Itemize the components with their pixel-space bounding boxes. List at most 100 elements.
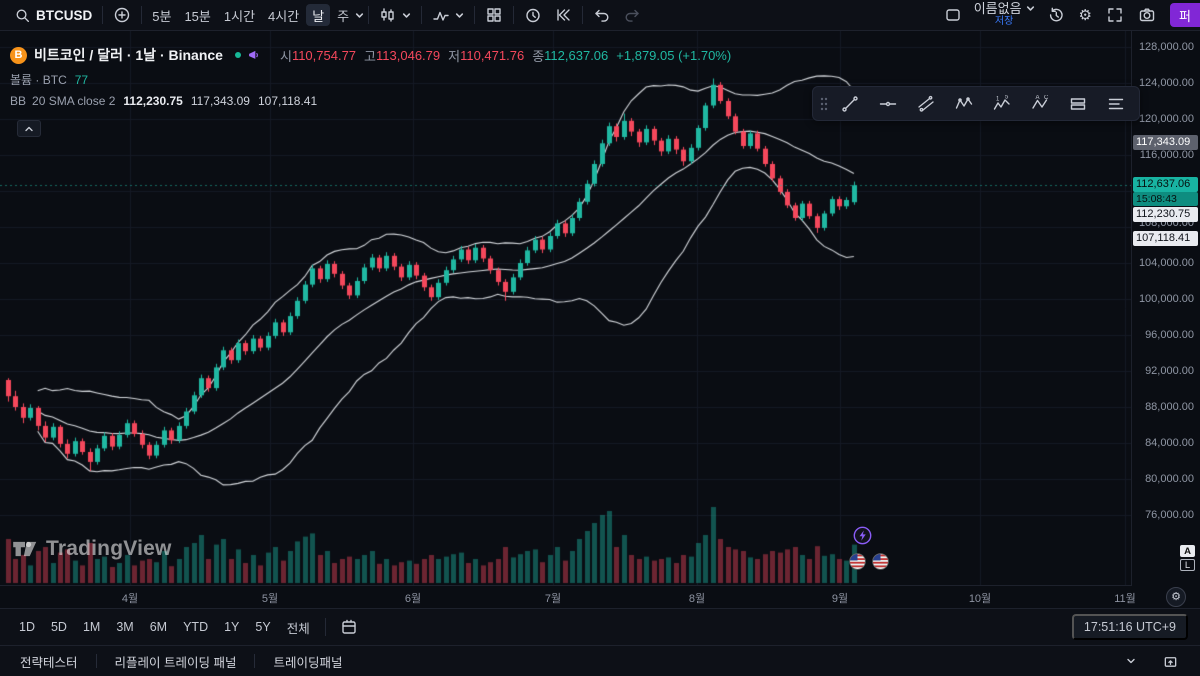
panel-tab[interactable]: 트레이딩패널 [269,650,346,673]
legend-collapse-button[interactable] [17,120,41,137]
long-position-icon[interactable] [1060,90,1096,117]
bb-upper-value: 117,343.09 [190,94,250,108]
low-value: 110,471.76 [460,47,525,63]
settings-button[interactable]: ⚙ [1073,3,1098,27]
alert-button[interactable] [518,3,548,27]
range-button[interactable]: 1Y [217,617,246,637]
range-button[interactable]: 6M [143,617,174,637]
screenshot-button[interactable] [1132,3,1162,27]
range-button[interactable]: YTD [176,617,215,637]
chart-canvas[interactable] [0,31,1132,586]
layout-grid-button[interactable] [479,3,509,27]
interval-button[interactable]: 1시간 [218,4,261,26]
layout-select-button[interactable] [938,3,968,27]
axis-settings-gear-icon[interactable]: ⚙ [1166,587,1186,607]
volume-label: 볼륨 · BTC [10,73,67,87]
megaphone-icon[interactable] [247,48,262,63]
alert-clock-icon [526,8,540,23]
close-value: 112,637.06 [544,47,609,63]
interval-button[interactable]: 날 [306,4,331,26]
chart-style-button[interactable] [373,3,417,27]
range-button[interactable]: 1D [12,617,42,637]
panel-tab[interactable]: 전략테스터 [16,650,82,673]
layout-select-icon [946,9,960,21]
us-flag-event-icon[interactable] [849,553,866,575]
history-clock-icon [1049,7,1063,22]
interval-button[interactable]: 주 [331,4,355,26]
drag-handle[interactable] [818,90,830,117]
interval-button[interactable]: 5분 [146,4,177,26]
countdown-badge: 15:08:43 [1133,192,1198,207]
time-axis-label: 9월 [831,593,849,605]
go-to-date-button[interactable] [334,615,364,639]
price-tick: 76,000.00 [1145,509,1194,521]
range-button[interactable]: 전체 [280,615,317,640]
quick-search-button[interactable] [1041,3,1071,27]
bitcoin-icon: B [10,46,27,64]
trend-line-icon[interactable] [832,90,868,117]
xabcd-pattern-icon[interactable] [946,90,982,117]
maximize-panel-button[interactable] [1157,649,1184,673]
undo-button[interactable] [587,3,617,27]
panel-tab[interactable]: 리플레이 트레이딩 패널 [111,650,241,673]
add-symbol-button[interactable] [107,3,137,27]
layout-name-block[interactable]: 이름없음 저장 [970,2,1039,28]
horizontal-line-icon[interactable] [870,90,906,117]
price-tick: 128,000.00 [1138,41,1194,53]
tabs-right-group [1119,649,1184,673]
high-value: 113,046.79 [376,47,441,63]
range-button[interactable]: 1M [76,617,107,637]
price-tick: 84,000.00 [1145,437,1194,449]
price-tick: 104,000.00 [1138,257,1194,269]
chart-pane: B 비트코인 / 달러 · 1날 · Binance 시 110,754.77 고… [0,31,1200,608]
bb-lower-value: 107,118.41 [257,94,318,108]
date-range-bar: 1D 5D 1M 3M 6M YTD 1Y 5Y 전체 17:51:16 UTC+9 [0,608,1200,645]
save-label[interactable]: 저장 [994,15,1014,27]
expand-panel-icon [1164,656,1177,667]
chevron-down-icon[interactable] [355,11,364,20]
symbol-search-button[interactable]: BTCUSD [8,3,98,27]
symbol-legend-row: B 비트코인 / 달러 · 1날 · Binance 시 110,754.77 고… [10,45,731,65]
camera-icon [1139,8,1155,22]
publish-button[interactable]: 퍼 [1170,3,1200,27]
price-axis[interactable]: A L 128,000.00 124,000.00 120,000.00 116,00… [1131,31,1200,586]
volume-legend-row[interactable]: 볼륨 · BTC 77 [10,71,88,88]
bb-lower-badge: 107,118.41 [1133,230,1198,246]
svg-text:5: 5 [1005,95,1009,101]
indicators-icon [433,11,449,21]
interval-button[interactable]: 4시간 [262,4,305,26]
interval-button[interactable]: 15분 [178,4,216,26]
plus-circle-icon [115,7,130,23]
bb-params: 20 SMA close 2 [32,94,116,108]
divider [254,654,256,668]
collapse-panel-button[interactable] [1119,649,1143,673]
time-axis-label: 6월 [404,593,422,605]
indicators-button[interactable] [426,3,470,27]
parallel-channel-icon[interactable] [908,90,944,117]
watermark-text: TradingView [46,537,172,560]
search-icon [16,9,30,22]
bb-upper-badge: 117,343.09 [1133,134,1198,150]
time-axis[interactable]: 4월 5월 6월 7월 8월 9월 10월 11월 [0,585,1136,608]
range-group: 1D 5D 1M 3M 6M YTD 1Y 5Y 전체 [12,615,317,640]
object-tree-icon[interactable] [1098,90,1134,117]
divider [421,6,423,24]
log-scale-button[interactable]: L [1180,559,1195,571]
change-value: +1,879.05 (+1.70%) [616,47,732,63]
price-tick: 80,000.00 [1145,473,1194,485]
us-flag-event-icon[interactable] [872,553,889,575]
bar-replay-button[interactable] [548,3,578,27]
fullscreen-button[interactable] [1100,3,1130,27]
bb-legend-row[interactable]: BB 20 SMA close 2 112,230.75 117,343.09 … [10,94,317,108]
auto-scale-button[interactable]: A [1180,545,1195,557]
divider [102,6,104,24]
range-button[interactable]: 5D [44,617,74,637]
symbol-title[interactable]: 비트코인 / 달러 · 1날 · Binance [34,47,223,63]
range-button[interactable]: 5Y [248,617,277,637]
idea-flash-icon[interactable] [853,526,872,550]
redo-button[interactable] [617,3,647,27]
range-button[interactable]: 3M [109,617,140,637]
timezone-clock[interactable]: 17:51:16 UTC+9 [1071,614,1188,640]
